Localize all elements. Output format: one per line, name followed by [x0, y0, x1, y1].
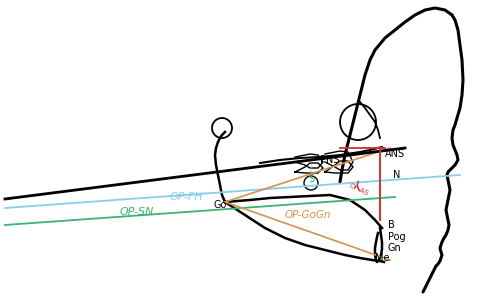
Text: Go: Go — [213, 200, 226, 210]
Text: OP-AS: OP-AS — [348, 183, 370, 197]
Text: Me: Me — [375, 253, 390, 263]
Text: ANS: ANS — [385, 149, 405, 159]
Text: OP-SN: OP-SN — [120, 207, 154, 217]
Text: OP-GoGn: OP-GoGn — [285, 210, 332, 220]
Text: Gn: Gn — [388, 243, 402, 253]
Text: OP-FH: OP-FH — [170, 192, 203, 202]
Text: PNS: PNS — [320, 155, 340, 165]
Text: Pog: Pog — [388, 232, 406, 242]
Text: N: N — [393, 170, 400, 180]
Text: S: S — [308, 174, 314, 184]
Text: B: B — [388, 220, 395, 230]
